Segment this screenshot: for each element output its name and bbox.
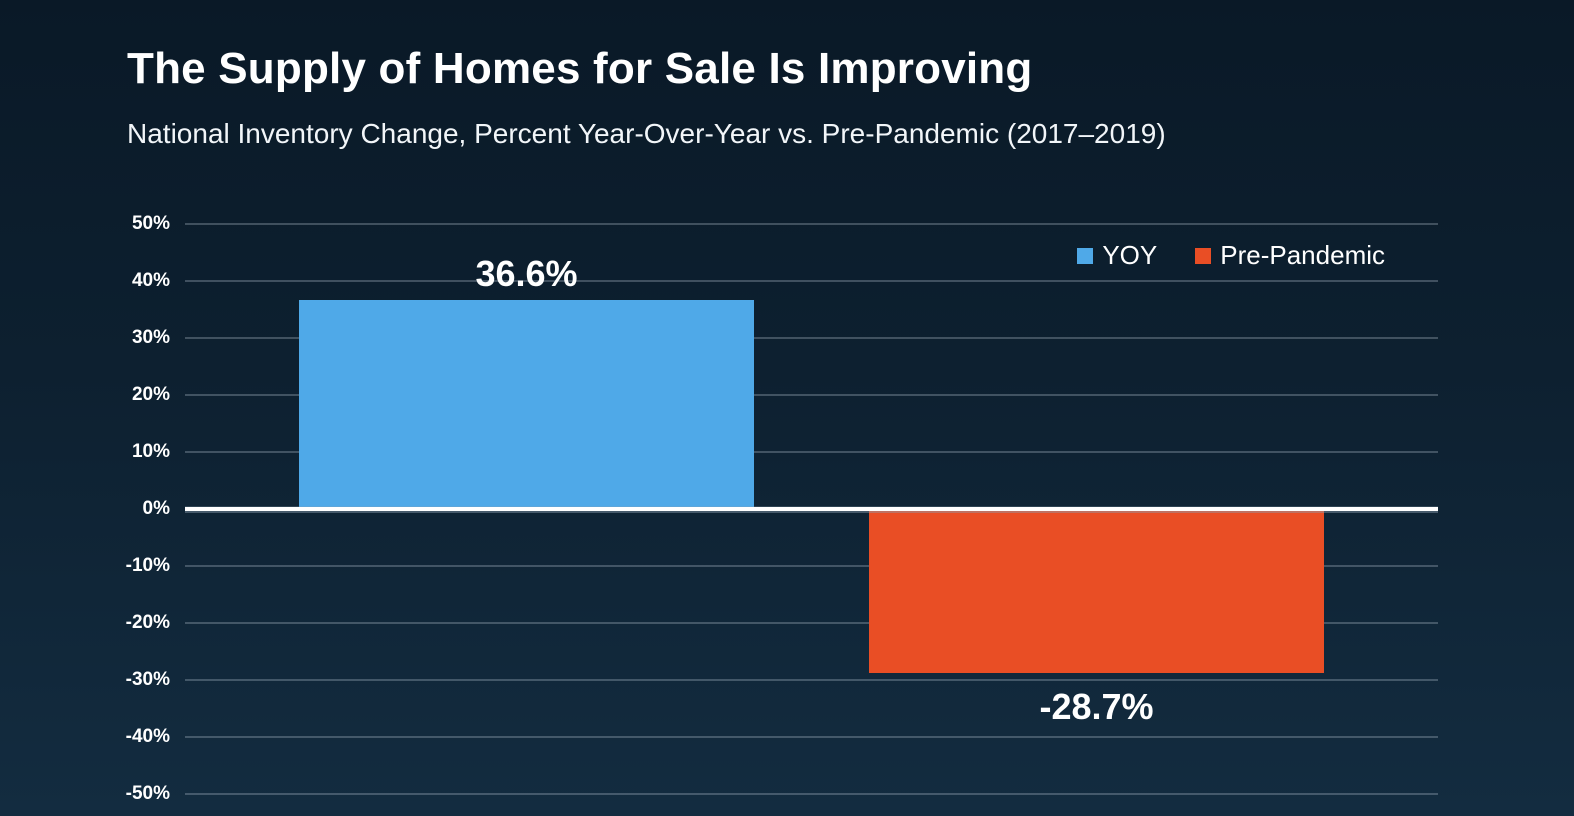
zero-axis-line (185, 507, 1438, 511)
y-tick-label-0%: 0% (142, 498, 170, 519)
plot-area: YOY Pre-Pandemic 36.6% -28.7% (185, 223, 1438, 795)
y-tick-label--40%: -40% (125, 726, 170, 747)
gridline-20% (185, 394, 1438, 396)
y-tick-label-30%: 30% (131, 327, 170, 348)
legend-swatch-icon (1195, 247, 1212, 264)
gridline--40% (185, 736, 1438, 738)
y-tick-label--20%: -20% (125, 612, 170, 633)
bar-pre-pandemic (869, 509, 1324, 673)
gridline-50% (185, 223, 1438, 225)
y-tick-label-40%: 40% (131, 270, 170, 291)
legend-label: YOY (1102, 240, 1158, 270)
y-tick-label-20%: 20% (131, 384, 170, 405)
y-tick-label--50%: -50% (125, 783, 170, 804)
gridline--10% (185, 565, 1438, 567)
gridline-40% (185, 280, 1438, 282)
legend-swatch-icon (1077, 247, 1094, 264)
y-tick-label--30%: -30% (125, 669, 170, 690)
bar-yoy (299, 300, 754, 509)
gridline--20% (185, 622, 1438, 624)
legend: YOY Pre-Pandemic (1077, 240, 1385, 271)
y-tick-label-50%: 50% (131, 213, 170, 234)
y-tick-label--10%: -10% (125, 555, 170, 576)
legend-label: Pre-Pandemic (1220, 240, 1385, 270)
y-tick-label-10%: 10% (131, 441, 170, 462)
bar-value-label-pre-pandemic: -28.7% (1039, 685, 1154, 727)
gridline-10% (185, 451, 1438, 453)
gridline--30% (185, 679, 1438, 681)
gridline-30% (185, 337, 1438, 339)
gridline--50% (185, 793, 1438, 795)
chart-subtitle: National Inventory Change, Percent Year-… (127, 118, 1166, 149)
legend-item-pre-pandemic: Pre-Pandemic (1195, 240, 1385, 271)
chart-title: The Supply of Homes for Sale Is Improvin… (127, 44, 1033, 93)
bar-value-label-yoy: 36.6% (475, 253, 578, 295)
legend-item-yoy: YOY (1077, 240, 1157, 271)
